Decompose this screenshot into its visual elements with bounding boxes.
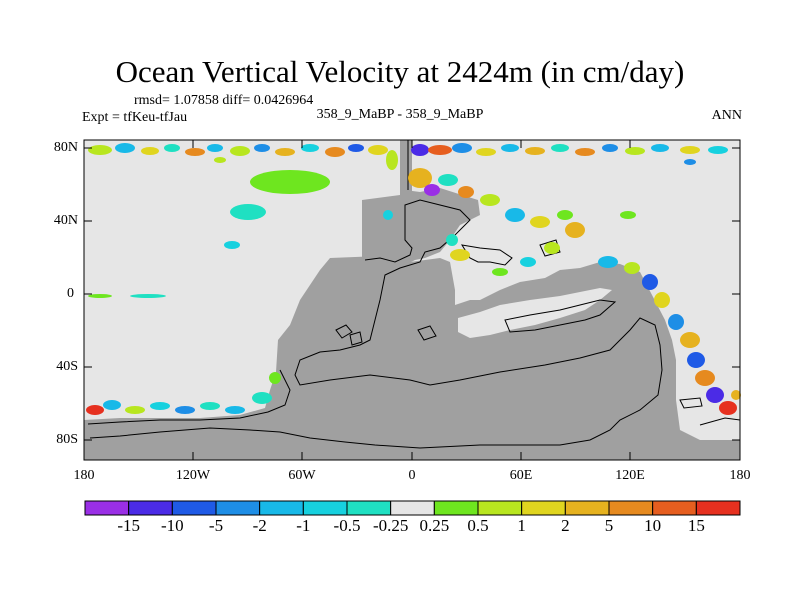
colorbar-label: -1 [296,516,311,535]
map-title: Ocean Vertical Velocity at 2424m (in cm/… [115,54,685,89]
colorbar-label: 5 [604,516,614,535]
colorbar-swatch [564,500,610,516]
colorbar-label: -10 [160,516,184,535]
y-tick-label: 40N [53,213,78,228]
x-tick-marks [83,140,741,460]
y-tick-label: 80N [53,140,78,155]
ocean-inlet [455,270,530,305]
velocity-patches [86,143,741,415]
colorbar-label: 10 [644,516,662,535]
colorbar-label: -5 [208,516,224,535]
colorbar-label: -0.25 [372,516,409,535]
x-tick-label: 0 [408,468,416,483]
colorbar-swatch [477,500,523,516]
colorbar-swatch [171,500,217,516]
colorbar-swatch [84,500,130,516]
stats-label: rmsd= 1.07858 diff= 0.0426964 [134,93,314,108]
colorbar-label: -0.5 [333,516,361,535]
coastline-outlines [87,140,741,449]
season-label: ANN [711,108,742,123]
x-tick-label: 60E [509,468,533,483]
experiment-label: Expt = tfKeu-tfJau [82,110,188,125]
x-tick-label: 60W [288,468,316,483]
colorbar-swatch [302,500,348,516]
colorbar-swatch [695,500,741,516]
colorbar-label: 0.25 [419,516,450,535]
colorbar-swatch [259,500,304,516]
cases-label: 358_9_MaBP - 358_9_MaBP [316,107,484,122]
ocean-inlet [458,288,612,338]
land-strip [400,140,412,198]
colorbar-label: 15 [687,516,705,535]
y-tick-label: 80S [56,432,78,447]
colorbar-swatch [390,500,435,516]
y-tick-label: 40S [56,359,78,374]
x-tick-label: 120E [615,468,645,483]
x-tick-label: 180 [73,468,95,483]
colorbar-swatch [433,500,479,516]
colorbar-label: 1 [517,516,526,535]
colorbar-swatch [215,500,261,516]
colorbar-label: -15 [117,516,140,535]
colorbar-swatch [521,500,566,516]
y-tick-marks [84,147,740,441]
x-tick-label: 120W [175,468,211,483]
colorbar-label: -2 [252,516,267,535]
colorbar-swatch [128,500,173,516]
x-tick-label: 180 [729,468,751,483]
colorbar-label: 0.5 [467,516,489,535]
colorbar-swatch [346,500,392,516]
colorbar-swatch [652,500,697,516]
colorbar-label: 2 [561,516,570,535]
y-tick-label: 0 [67,286,74,301]
colorbar-swatch [608,500,654,516]
velocity-map [83,139,741,461]
